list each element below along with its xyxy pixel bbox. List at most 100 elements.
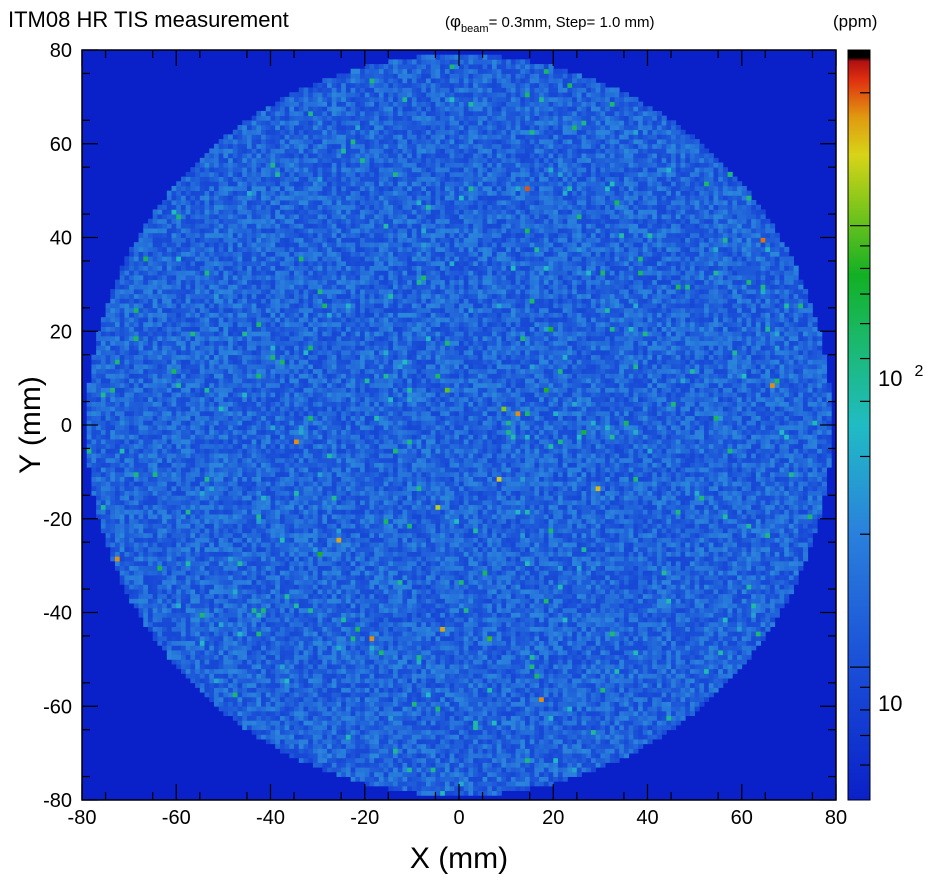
- heatmap-cell: [252, 584, 257, 589]
- heatmap-cell: [233, 584, 238, 589]
- heatmap-cell: [167, 566, 172, 571]
- heatmap-cell: [294, 627, 299, 632]
- heatmap-cell: [181, 392, 186, 397]
- heatmap-cell: [242, 303, 247, 308]
- heatmap-cell: [252, 523, 257, 528]
- heatmap-cell: [280, 725, 285, 730]
- heatmap-cell: [172, 383, 177, 388]
- heatmap-cell: [219, 205, 224, 210]
- heatmap-cell: [266, 369, 271, 374]
- heatmap-cell: [280, 336, 285, 341]
- heatmap-cell: [172, 186, 177, 191]
- heatmap-cell: [200, 659, 205, 664]
- heatmap-cell: [299, 584, 304, 589]
- heatmap-cell: [238, 350, 243, 355]
- heatmap-cell: [242, 130, 247, 135]
- heatmap-cell: [129, 359, 134, 364]
- heatmap-cell: [308, 383, 313, 388]
- heatmap-cell: [120, 538, 125, 543]
- heatmap-cell: [172, 341, 177, 346]
- heatmap-cell: [294, 631, 299, 636]
- heatmap-cell: [134, 505, 139, 510]
- heatmap-cell: [247, 247, 252, 252]
- heatmap-cell: [157, 238, 162, 243]
- heatmap-cell: [233, 463, 238, 468]
- heatmap-cell: [275, 641, 280, 646]
- heatmap-cell: [195, 598, 200, 603]
- heatmap-cell: [181, 552, 186, 557]
- heatmap-cell: [238, 598, 243, 603]
- heatmap-cell: [271, 673, 276, 678]
- heatmap-cell: [261, 500, 266, 505]
- heatmap-cell: [209, 631, 214, 636]
- heatmap-cell: [139, 444, 144, 449]
- heatmap-cell: [195, 177, 200, 182]
- heatmap-cell: [285, 163, 290, 168]
- heatmap-cell: [280, 392, 285, 397]
- heatmap-cell: [289, 650, 294, 655]
- heatmap-cell: [172, 631, 177, 636]
- heatmap-cell: [303, 659, 308, 664]
- heatmap-cell: [308, 430, 313, 435]
- heatmap-cell: [115, 453, 120, 458]
- heatmap-cell: [242, 238, 247, 243]
- heatmap-cell: [115, 500, 120, 505]
- heatmap-cell: [209, 495, 214, 500]
- heatmap-cell: [285, 289, 290, 294]
- heatmap-cell: [252, 594, 257, 599]
- heatmap-cell: [299, 327, 304, 332]
- heatmap-cell: [129, 467, 134, 472]
- heatmap-cell: [219, 233, 224, 238]
- heatmap-cell: [238, 345, 243, 350]
- heatmap-cell: [153, 416, 158, 421]
- heatmap-cell: [289, 308, 294, 313]
- heatmap-cell: [124, 448, 129, 453]
- heatmap-cell: [280, 580, 285, 585]
- heatmap-cell: [266, 514, 271, 519]
- heatmap-cell: [289, 533, 294, 538]
- heatmap-cell: [299, 388, 304, 393]
- heatmap-cell: [143, 533, 148, 538]
- heatmap-cell: [289, 523, 294, 528]
- heatmap-cell: [223, 322, 228, 327]
- heatmap-cell: [261, 238, 266, 243]
- heatmap-cell: [153, 294, 158, 299]
- heatmap-cell: [157, 223, 162, 228]
- heatmap-cell: [162, 280, 167, 285]
- heatmap-cell: [124, 345, 129, 350]
- heatmap-cell: [275, 411, 280, 416]
- heatmap-cell: [101, 359, 106, 364]
- heatmap-cell: [228, 505, 233, 510]
- heatmap-cell: [214, 261, 219, 266]
- heatmap-cell: [134, 369, 139, 374]
- heatmap-cell: [256, 341, 261, 346]
- heatmap-cell: [256, 378, 261, 383]
- heatmap-cell: [101, 481, 106, 486]
- heatmap-cell: [195, 627, 200, 632]
- heatmap-cell: [299, 205, 304, 210]
- heatmap-cell: [176, 430, 181, 435]
- heatmap-cell: [303, 584, 308, 589]
- heatmap-cell: [252, 627, 257, 632]
- heatmap-cell: [153, 369, 158, 374]
- heatmap-cell: [115, 369, 120, 374]
- heatmap-cell: [242, 341, 247, 346]
- heatmap-cell: [162, 369, 167, 374]
- heatmap-cell: [238, 261, 243, 266]
- heatmap-cell: [101, 448, 106, 453]
- heatmap-cell: [256, 584, 261, 589]
- heatmap-cell: [172, 547, 177, 552]
- heatmap-cell: [280, 702, 285, 707]
- heatmap-cell: [303, 88, 308, 93]
- heatmap-cell: [223, 294, 228, 299]
- heatmap-cell: [120, 303, 125, 308]
- heatmap-cell: [228, 673, 233, 678]
- heatmap-cell: [247, 252, 252, 257]
- heatmap-cell: [162, 252, 167, 257]
- heatmap-cell: [91, 364, 96, 369]
- heatmap-cell: [148, 627, 153, 632]
- heatmap-cell: [294, 519, 299, 524]
- heatmap-cell: [205, 167, 210, 172]
- heatmap-cell: [299, 134, 304, 139]
- heatmap-cell: [176, 242, 181, 247]
